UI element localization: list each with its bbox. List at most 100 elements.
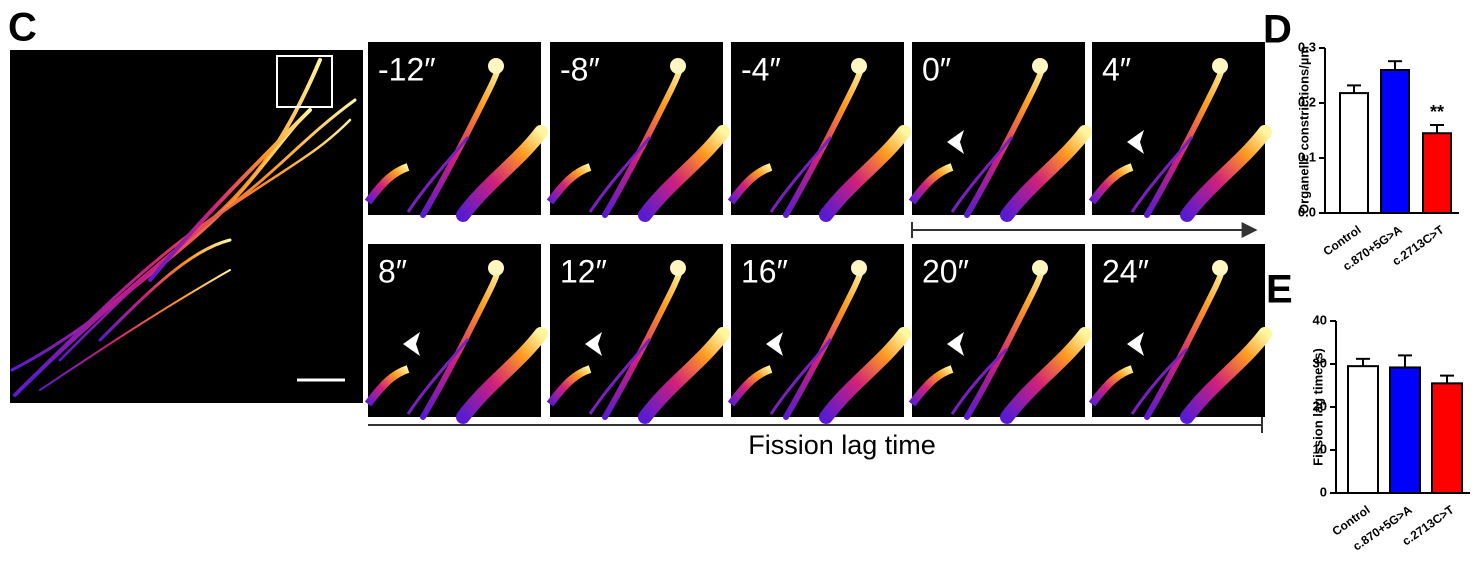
arrowhead xyxy=(947,130,964,154)
y-tick-label: 0.3 xyxy=(1298,39,1316,54)
tip xyxy=(1212,260,1228,276)
filament xyxy=(1088,365,1134,407)
time-label: 0″ xyxy=(922,51,951,87)
arrowhead xyxy=(766,332,783,356)
frame-bg xyxy=(912,42,1085,215)
y-axis-label: Fission lag time (s) xyxy=(1310,348,1325,466)
filament xyxy=(364,365,410,407)
filament xyxy=(908,163,954,205)
frame-bg xyxy=(731,42,904,215)
filament xyxy=(546,365,592,407)
frame: 4″ xyxy=(1088,42,1272,222)
panel-label: C xyxy=(8,6,37,50)
frame-bg xyxy=(1092,244,1265,417)
time-label: -8″ xyxy=(560,51,600,87)
filament xyxy=(588,338,652,415)
frame: 0″ xyxy=(908,42,1092,222)
y-tick-label: 10 xyxy=(1313,441,1327,456)
y-tick-label: 20 xyxy=(1313,398,1327,413)
frame-bg xyxy=(368,42,541,215)
arrowhead xyxy=(585,332,602,356)
frame: 12″ xyxy=(546,244,730,424)
panel-label: E xyxy=(1266,268,1293,312)
filament xyxy=(546,163,592,205)
tip xyxy=(670,260,686,276)
frame: 16″ xyxy=(727,244,911,424)
frame-bg xyxy=(550,42,723,215)
filament xyxy=(1000,327,1092,424)
frame-bg xyxy=(912,244,1085,417)
time-label: 16″ xyxy=(741,253,788,289)
frame: 20″ xyxy=(908,244,1092,424)
time-label: 20″ xyxy=(922,253,969,289)
filament xyxy=(638,125,730,222)
frame: -4″ xyxy=(727,42,911,222)
filament xyxy=(819,125,911,222)
filament xyxy=(406,136,470,213)
frame-bg xyxy=(550,244,723,417)
tip xyxy=(1032,260,1048,276)
y-tick-label: 0 xyxy=(1320,484,1327,499)
filament xyxy=(1130,347,1189,415)
time-label: 4″ xyxy=(1102,51,1131,87)
overview-image xyxy=(10,50,363,403)
filament xyxy=(1000,125,1092,222)
y-tick-label: 0.0 xyxy=(1298,204,1316,219)
filament xyxy=(406,338,470,415)
time-label: -12″ xyxy=(378,51,436,87)
tip xyxy=(851,58,867,74)
filament xyxy=(727,365,773,407)
frame-bg xyxy=(368,244,541,417)
y-tick-label: 0.2 xyxy=(1298,94,1316,109)
filament xyxy=(456,125,548,222)
tip xyxy=(670,58,686,74)
bar-chart: Fission lag time (s)010203040Controlc.87… xyxy=(1310,312,1470,553)
filament xyxy=(950,136,1014,213)
filament xyxy=(364,163,410,205)
frame: 24″ xyxy=(1088,244,1272,424)
filament xyxy=(769,136,833,213)
filament xyxy=(1130,136,1194,213)
time-label: -4″ xyxy=(741,51,781,87)
bar xyxy=(1422,132,1452,214)
filament xyxy=(456,327,548,424)
arrowhead xyxy=(403,332,420,356)
filament xyxy=(1088,163,1134,205)
bar-chart: Organelle constrictions/µm0.00.10.20.3Co… xyxy=(1296,39,1459,273)
time-label: 12″ xyxy=(560,253,607,289)
tip xyxy=(488,260,504,276)
y-tick-label: 0.1 xyxy=(1298,149,1316,164)
panel-label: D xyxy=(1263,8,1292,52)
filament xyxy=(819,327,911,424)
arrowhead xyxy=(1127,332,1144,356)
arrowhead xyxy=(947,332,964,356)
frame: -12″ xyxy=(364,42,548,222)
filament xyxy=(1180,125,1272,222)
frame: 8″ xyxy=(364,244,548,424)
filament xyxy=(908,365,954,407)
filament xyxy=(727,163,773,205)
fission-label: Fission lag time xyxy=(748,430,936,460)
filament xyxy=(950,347,1009,415)
frame: -8″ xyxy=(546,42,730,222)
bar xyxy=(1389,366,1421,494)
y-tick-label: 40 xyxy=(1313,312,1327,327)
tip xyxy=(1212,58,1228,74)
frame-bg xyxy=(731,244,904,417)
bar xyxy=(1347,365,1379,494)
tip xyxy=(851,260,867,276)
time-label: 8″ xyxy=(378,253,407,289)
bar xyxy=(1339,92,1369,214)
tip xyxy=(1032,58,1048,74)
y-axis-label: Organelle constrictions/µm xyxy=(1296,46,1311,214)
tip xyxy=(488,58,504,74)
filament xyxy=(769,338,833,415)
bar xyxy=(1431,382,1463,495)
arrowhead xyxy=(1127,130,1144,154)
y-tick-label: 30 xyxy=(1313,355,1327,370)
annotation: ** xyxy=(1430,102,1444,122)
bar xyxy=(1380,69,1410,214)
filament xyxy=(588,136,652,213)
